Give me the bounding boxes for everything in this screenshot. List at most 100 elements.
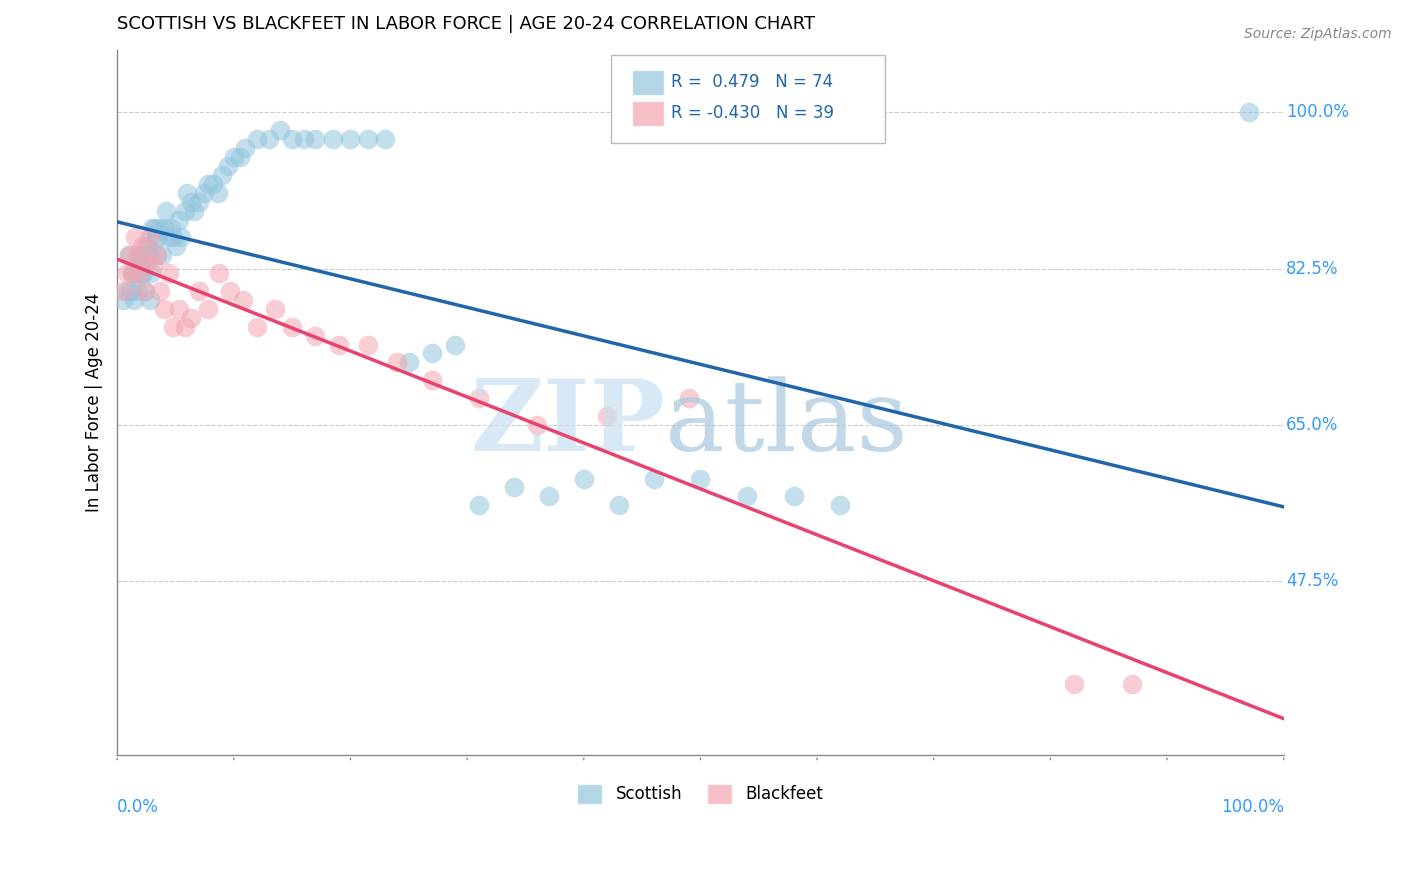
Point — [157, 266, 180, 280]
Point — [211, 168, 233, 182]
Point — [193, 186, 215, 200]
FancyBboxPatch shape — [631, 102, 664, 126]
Point — [131, 239, 153, 253]
Point — [180, 194, 202, 209]
Point — [180, 310, 202, 325]
Point — [328, 337, 350, 351]
Text: 82.5%: 82.5% — [1286, 260, 1339, 277]
Point — [118, 248, 141, 262]
Y-axis label: In Labor Force | Age 20-24: In Labor Force | Age 20-24 — [86, 293, 103, 512]
Text: 47.5%: 47.5% — [1286, 572, 1339, 591]
Point — [385, 355, 408, 369]
Point — [139, 293, 162, 307]
Text: R =  0.479   N = 74: R = 0.479 N = 74 — [671, 73, 834, 91]
Point — [257, 132, 280, 146]
Point — [143, 221, 166, 235]
Point — [735, 489, 758, 503]
Point — [281, 132, 304, 146]
Point — [136, 239, 159, 253]
Point — [357, 337, 380, 351]
Point — [678, 391, 700, 405]
Point — [125, 284, 148, 298]
Point — [134, 284, 156, 298]
Legend: Scottish, Blackfeet: Scottish, Blackfeet — [571, 777, 830, 811]
Point — [228, 150, 250, 164]
Point — [157, 230, 180, 244]
Point — [146, 248, 169, 262]
Point — [607, 498, 630, 512]
Point — [1121, 677, 1143, 691]
Point — [124, 230, 146, 244]
Point — [138, 248, 160, 262]
Point — [118, 248, 141, 262]
Point — [197, 301, 219, 316]
Text: 65.0%: 65.0% — [1286, 416, 1339, 434]
FancyBboxPatch shape — [610, 54, 884, 143]
Point — [689, 471, 711, 485]
Point — [142, 257, 165, 271]
FancyBboxPatch shape — [631, 70, 664, 95]
Point — [124, 266, 146, 280]
Point — [125, 266, 148, 280]
Point — [135, 239, 157, 253]
Point — [135, 257, 157, 271]
Point — [201, 177, 224, 191]
Point — [139, 266, 162, 280]
Point — [146, 230, 169, 244]
Point — [281, 319, 304, 334]
Text: atlas: atlas — [665, 376, 908, 472]
Point — [197, 177, 219, 191]
Point — [111, 293, 134, 307]
Point — [132, 266, 155, 280]
Point — [246, 132, 269, 146]
Point — [357, 132, 380, 146]
Point — [1237, 105, 1260, 120]
Point — [146, 248, 169, 262]
Point — [162, 319, 184, 334]
Point — [207, 186, 229, 200]
Point — [246, 319, 269, 334]
Point — [208, 266, 231, 280]
Point — [183, 203, 205, 218]
Point — [131, 266, 153, 280]
Point — [269, 123, 291, 137]
Point — [398, 355, 420, 369]
Point — [122, 293, 145, 307]
Point — [153, 221, 176, 235]
Point — [420, 373, 443, 387]
Point — [420, 346, 443, 360]
Point — [222, 150, 245, 164]
Point — [304, 328, 326, 343]
Point — [121, 266, 143, 280]
Point — [149, 284, 172, 298]
Point — [217, 159, 239, 173]
Point — [235, 141, 257, 155]
Point — [173, 203, 195, 218]
Point — [596, 409, 619, 423]
Point — [170, 230, 193, 244]
Point — [783, 489, 806, 503]
Point — [145, 230, 167, 244]
Point — [148, 221, 170, 235]
Point — [502, 480, 524, 494]
Point — [339, 132, 361, 146]
Point — [167, 301, 190, 316]
Point — [162, 230, 184, 244]
Point — [173, 319, 195, 334]
Point — [129, 248, 152, 262]
Point — [526, 417, 548, 432]
Text: 100.0%: 100.0% — [1286, 103, 1348, 121]
Point — [132, 257, 155, 271]
Point — [263, 301, 285, 316]
Text: ZIP: ZIP — [471, 376, 665, 472]
Point — [127, 248, 149, 262]
Point — [187, 194, 209, 209]
Point — [167, 212, 190, 227]
Point — [176, 186, 198, 200]
Point — [322, 132, 344, 146]
Point — [128, 257, 150, 271]
Point — [115, 284, 138, 298]
Point — [374, 132, 396, 146]
Point — [572, 471, 595, 485]
Text: R = -0.430   N = 39: R = -0.430 N = 39 — [671, 104, 834, 122]
